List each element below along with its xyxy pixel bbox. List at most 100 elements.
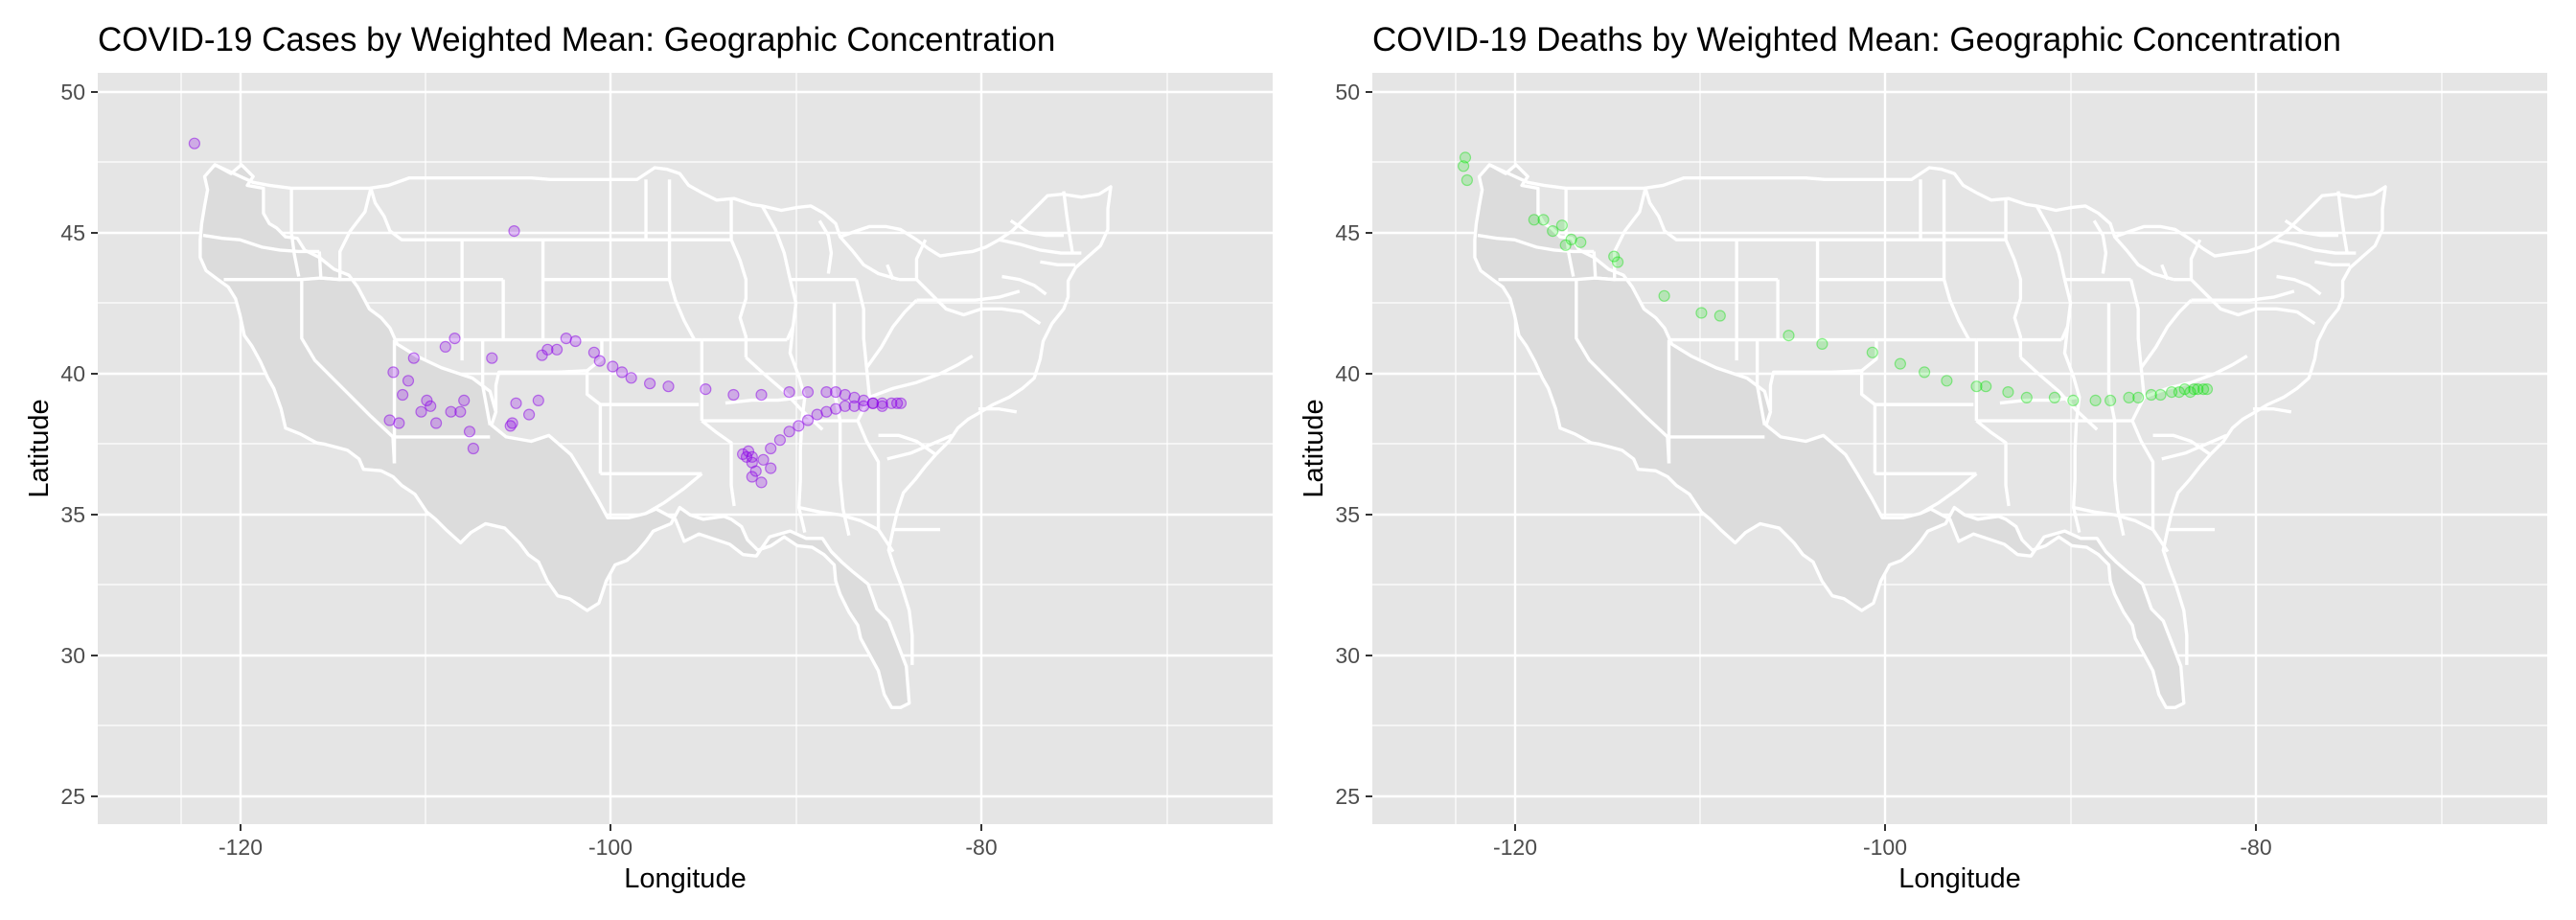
data-point: [1575, 236, 1587, 248]
data-point: [2020, 391, 2033, 403]
y-tick-label: 35: [60, 502, 85, 527]
y-tick-label: 40: [60, 361, 85, 386]
data-point: [532, 394, 544, 406]
data-point: [393, 417, 405, 429]
data-point: [793, 420, 805, 432]
data-points: [1457, 151, 2214, 406]
data-point: [439, 340, 451, 353]
y-axis: 50 45 40 35 30 25 Latitude: [24, 80, 98, 809]
data-point: [425, 400, 437, 412]
data-point: [541, 343, 554, 356]
data-point: [643, 378, 656, 390]
data-point: [700, 383, 712, 396]
data-point: [2154, 388, 2167, 402]
data-point: [387, 366, 400, 379]
data-point: [615, 366, 629, 379]
data-point: [1894, 357, 1907, 370]
data-point: [890, 397, 904, 409]
chart-deaths: COVID-19 Deaths by Weighted Mean: Geogra…: [1299, 21, 2547, 894]
data-point: [2166, 386, 2178, 399]
data-point: [522, 408, 536, 421]
x-axis-title: Longitude: [624, 863, 746, 894]
y-tick-label: 30: [1335, 643, 1360, 668]
data-point: [742, 445, 755, 457]
data-point: [783, 426, 795, 438]
data-point: [445, 405, 457, 418]
data-point: [1980, 380, 1992, 393]
data-point: [506, 417, 518, 429]
data-point: [662, 380, 675, 393]
x-axis: -120 -100 -80 Longitude: [1493, 824, 2272, 894]
y-tick-label: 25: [60, 784, 85, 809]
y-tick-label: 40: [1335, 361, 1360, 386]
data-point: [1457, 160, 1470, 172]
data-point: [1970, 380, 1983, 393]
x-axis: -120 -100 -80 Longitude: [218, 824, 998, 894]
data-point: [2197, 383, 2210, 396]
data-point: [2184, 386, 2196, 399]
data-point: [415, 405, 427, 418]
data-point: [746, 450, 758, 463]
chart-cases: COVID-19 Cases by Weighted Mean: Geograp…: [24, 21, 1273, 894]
data-point: [801, 386, 815, 399]
data-point: [1866, 346, 1878, 358]
data-point: [894, 397, 908, 409]
x-axis-title: Longitude: [1898, 863, 2020, 894]
data-point: [755, 476, 768, 489]
data-point: [1611, 256, 1624, 268]
data-point: [430, 417, 443, 429]
y-axis: 50 45 40 35 30 25 Latitude: [1299, 80, 1372, 809]
data-point: [1565, 233, 1577, 245]
data-point: [1459, 151, 1472, 164]
data-point: [2089, 394, 2102, 406]
y-axis-title: Latitude: [24, 399, 55, 497]
data-point: [607, 360, 619, 373]
data-point: [2145, 388, 2157, 402]
y-axis-title: Latitude: [1299, 399, 1329, 497]
data-point: [820, 386, 833, 399]
data-point: [467, 442, 479, 455]
data-point: [2132, 391, 2145, 403]
data-points: [188, 137, 908, 489]
y-tick-label: 45: [1335, 220, 1360, 245]
data-point: [407, 352, 420, 364]
data-point: [866, 397, 880, 409]
data-point: [839, 400, 851, 412]
data-point: [2178, 383, 2191, 396]
data-point: [625, 372, 637, 384]
x-tick-label: -80: [2240, 835, 2271, 860]
data-point: [508, 225, 520, 238]
data-point: [421, 394, 433, 406]
data-point: [2002, 386, 2014, 399]
data-point: [876, 397, 888, 409]
data-point: [448, 333, 461, 345]
grid: [98, 73, 1273, 824]
data-point: [1555, 219, 1569, 232]
data-point: [1559, 239, 1572, 251]
y-tick-label: 50: [60, 80, 85, 104]
x-tick-label: -120: [1493, 835, 1537, 860]
data-point: [2192, 383, 2204, 396]
data-point: [2188, 383, 2200, 396]
data-point: [1782, 330, 1795, 342]
data-point: [1816, 337, 1828, 350]
data-point: [848, 400, 861, 412]
data-point: [801, 414, 815, 426]
data-point: [757, 453, 770, 466]
x-tick-label: -80: [965, 835, 997, 860]
data-point: [773, 434, 787, 447]
data-point: [755, 388, 768, 402]
data-point: [727, 388, 740, 402]
data-point: [397, 388, 409, 402]
data-point: [749, 465, 762, 477]
data-point: [1460, 173, 1474, 187]
chart-title: COVID-19 Deaths by Weighted Mean: Geogra…: [1372, 21, 2341, 58]
data-point: [402, 375, 415, 387]
x-tick-label: -120: [218, 835, 263, 860]
data-point: [2048, 391, 2060, 403]
y-tick-label: 35: [1335, 502, 1360, 527]
data-point: [510, 397, 522, 409]
chart-title: COVID-19 Cases by Weighted Mean: Geograp…: [98, 21, 1055, 58]
x-tick-label: -100: [588, 835, 632, 860]
x-tick-label: -100: [1863, 835, 1907, 860]
